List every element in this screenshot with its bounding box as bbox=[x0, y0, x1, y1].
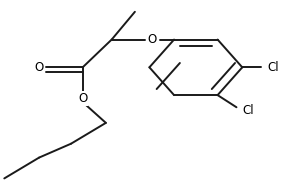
Text: O: O bbox=[35, 61, 44, 74]
Text: O: O bbox=[148, 33, 157, 46]
Text: Cl: Cl bbox=[268, 61, 279, 74]
Text: Cl: Cl bbox=[243, 104, 255, 117]
Text: O: O bbox=[78, 92, 87, 105]
